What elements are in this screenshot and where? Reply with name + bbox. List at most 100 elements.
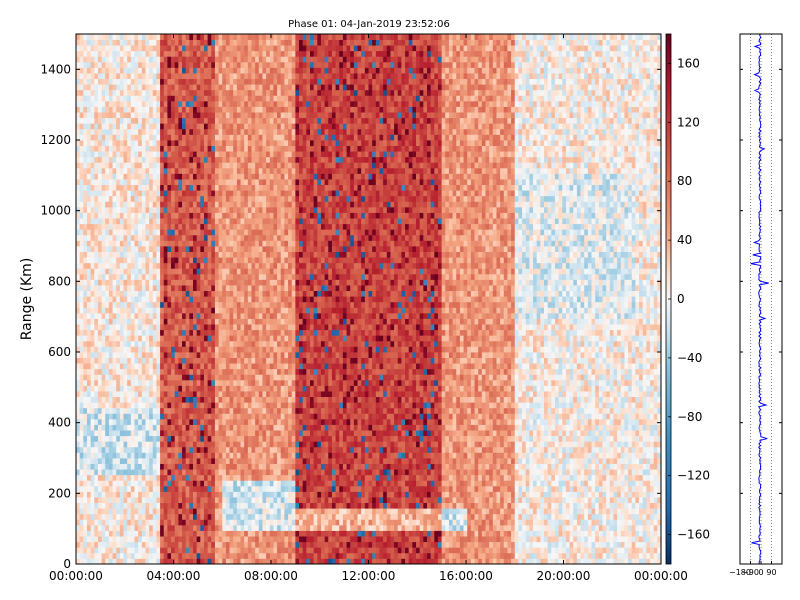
heatmap-cell <box>163 318 168 325</box>
heatmap-cell <box>83 357 88 364</box>
heatmap-cell <box>152 357 157 364</box>
heatmap-cell <box>123 418 128 425</box>
heatmap-cell <box>193 268 198 275</box>
heatmap-cell <box>116 301 121 308</box>
heatmap-cell <box>167 407 172 414</box>
heatmap-cell <box>163 184 168 191</box>
heatmap-cell <box>86 251 92 258</box>
heatmap-cell <box>130 491 135 498</box>
heatmap-cell <box>189 463 194 470</box>
heatmap-cell <box>130 84 135 91</box>
heatmap-cell <box>236 485 241 492</box>
heatmap-cell <box>258 95 263 102</box>
heatmap-cell <box>171 374 176 381</box>
heatmap-cell <box>236 123 241 130</box>
heatmap-cell <box>76 257 81 264</box>
heatmap-cell <box>255 151 260 158</box>
heatmap-cell <box>225 84 230 91</box>
heatmap-cell <box>193 206 198 213</box>
heatmap-cell <box>196 418 201 425</box>
heatmap-cell <box>182 34 187 40</box>
heatmap-cell <box>174 418 179 425</box>
heatmap-cell <box>105 430 110 437</box>
heatmap-cell <box>97 418 102 425</box>
heatmap-cell <box>262 262 267 269</box>
heatmap-cell <box>130 106 135 113</box>
heatmap-cell <box>123 524 128 531</box>
heatmap-cell <box>167 112 172 119</box>
heatmap-cell <box>218 435 223 442</box>
heatmap-cell <box>236 424 241 431</box>
heatmap-cell <box>222 536 227 543</box>
heatmap-cell <box>207 524 212 531</box>
heatmap-cell <box>138 519 143 526</box>
heatmap-cell <box>251 379 256 386</box>
heatmap-cell <box>203 508 209 515</box>
heatmap-cell <box>149 335 154 342</box>
heatmap-cell <box>130 296 135 303</box>
heatmap-cell <box>149 56 154 63</box>
heatmap-cell <box>244 212 249 219</box>
heatmap-cell <box>182 485 187 492</box>
heatmap-cell <box>145 246 150 252</box>
heatmap-cell <box>200 536 205 543</box>
heatmap-cell <box>156 45 161 52</box>
heatmap-cell <box>86 446 92 453</box>
heatmap-cell <box>193 541 198 548</box>
heatmap-cell <box>123 50 128 57</box>
heatmap-cell <box>229 480 234 487</box>
heatmap-cell <box>149 251 154 258</box>
heatmap-cell <box>94 497 99 504</box>
heatmap-cell <box>225 508 230 515</box>
heatmap-cell <box>108 312 113 319</box>
heatmap-cell <box>134 34 139 40</box>
heatmap-cell <box>167 379 172 386</box>
heatmap-cell <box>262 312 267 319</box>
heatmap-cell <box>229 128 234 135</box>
heatmap-cell <box>119 67 124 74</box>
heatmap-cell <box>116 251 121 258</box>
heatmap-cell <box>76 357 81 364</box>
heatmap-cell <box>152 285 157 292</box>
heatmap-cell <box>236 223 241 230</box>
heatmap-cell <box>178 100 183 107</box>
heatmap-cell <box>196 458 201 464</box>
heatmap-cell <box>185 89 190 96</box>
heatmap-cell <box>251 73 256 80</box>
heatmap-cell <box>105 234 110 241</box>
heatmap-cell <box>207 508 212 515</box>
heatmap-cell <box>211 547 216 554</box>
heatmap-cell <box>244 485 249 492</box>
heatmap-cell <box>86 212 92 219</box>
heatmap-cell <box>119 179 124 186</box>
heatmap-cell <box>214 95 219 102</box>
heatmap-cell <box>163 519 168 526</box>
heatmap-cell <box>266 485 271 492</box>
heatmap-cell <box>149 61 154 68</box>
heatmap-cell <box>108 536 113 543</box>
heatmap-cell <box>108 78 113 85</box>
heatmap-cell <box>203 530 209 537</box>
heatmap-cell <box>251 485 256 492</box>
heatmap-cell <box>86 273 92 280</box>
heatmap-cell <box>233 179 238 186</box>
heatmap-cell <box>83 145 88 152</box>
heatmap-cell <box>141 112 146 119</box>
heatmap-cell <box>211 391 216 398</box>
heatmap-cell <box>101 357 106 364</box>
heatmap-cell <box>130 39 135 46</box>
heatmap-cell <box>156 530 161 537</box>
heatmap-cell <box>203 418 209 425</box>
heatmap-cell <box>222 156 227 163</box>
heatmap-cell <box>222 424 227 431</box>
heatmap-cell <box>258 100 263 107</box>
heatmap-cell <box>94 257 99 264</box>
heatmap-cell <box>160 485 165 492</box>
heatmap-cell <box>207 257 212 264</box>
heatmap-cell <box>222 95 227 102</box>
heatmap-cell <box>258 424 263 431</box>
heatmap-cell <box>255 140 260 146</box>
heatmap-cell <box>90 435 95 442</box>
heatmap-cell <box>229 34 234 40</box>
heatmap-cell <box>255 206 260 213</box>
